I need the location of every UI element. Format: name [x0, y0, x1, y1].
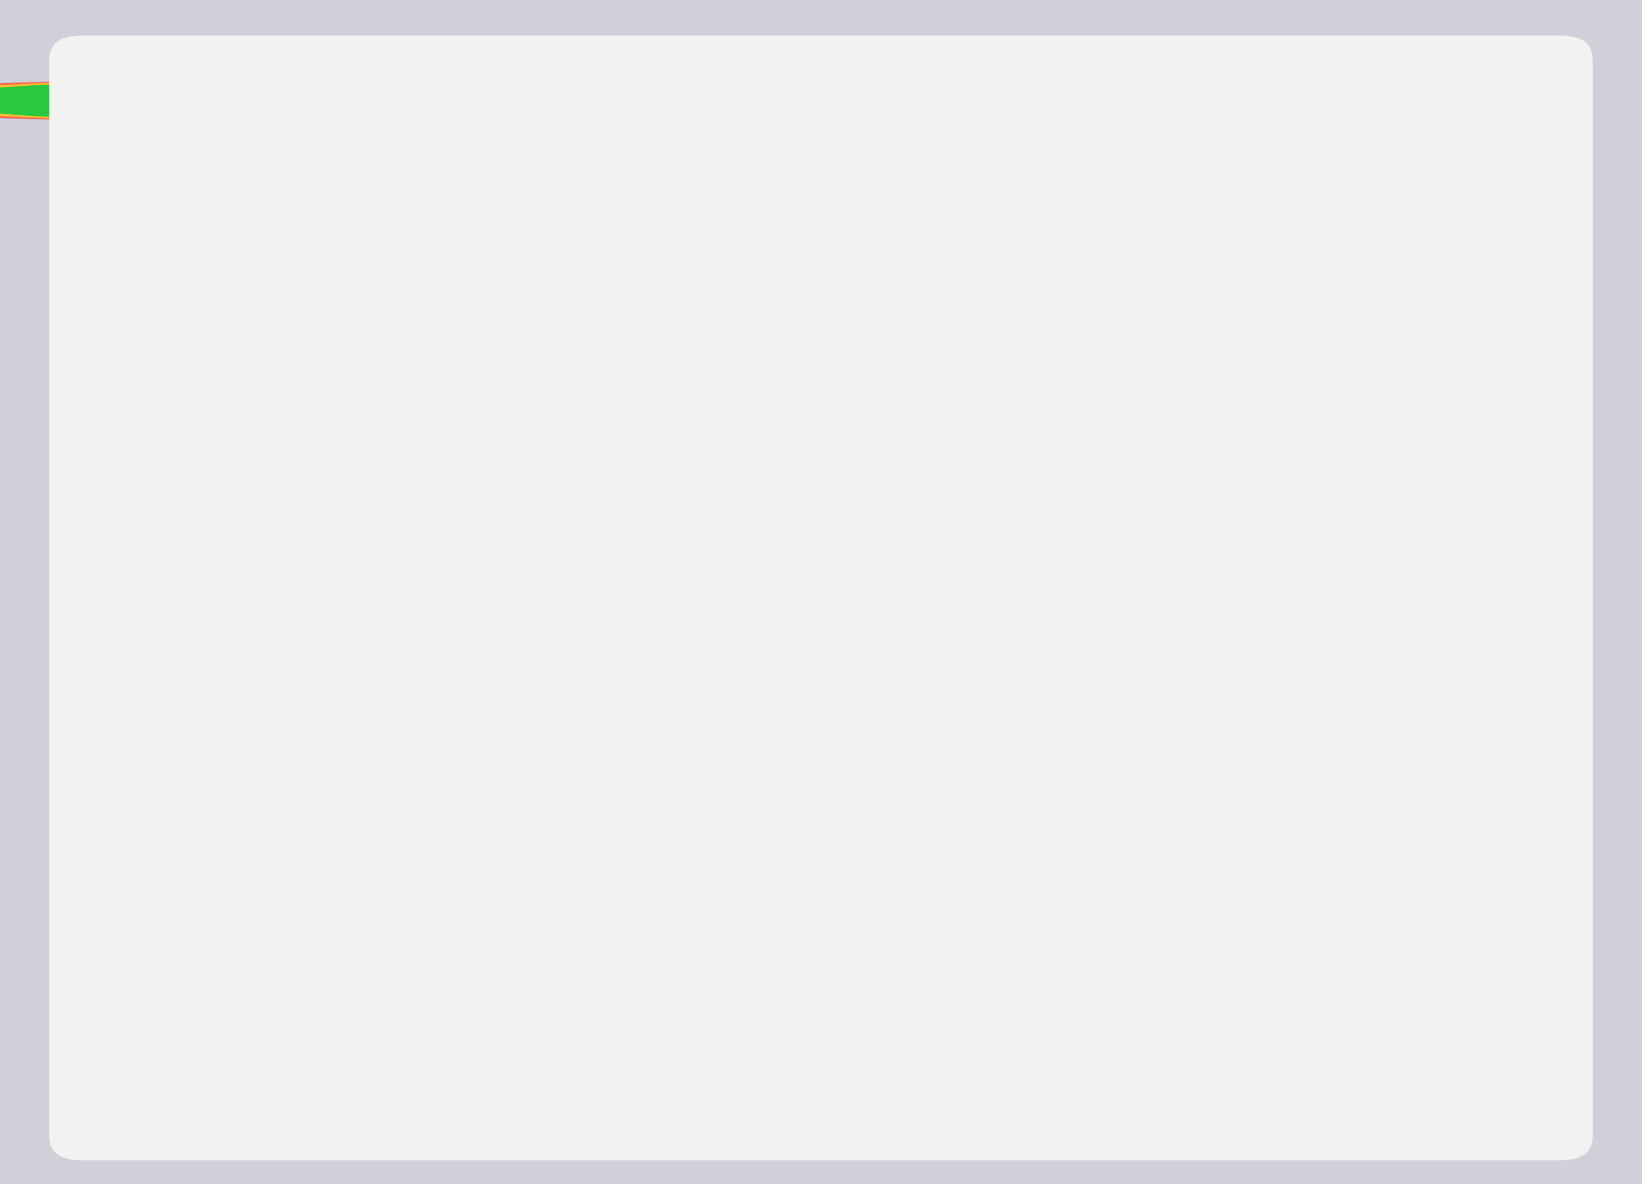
Bar — [1176, 481, 1250, 1038]
Bar — [693, 909, 768, 1038]
Circle shape — [0, 82, 481, 120]
FancyBboxPatch shape — [429, 67, 1213, 134]
Bar — [573, 901, 649, 1038]
Bar — [1415, 540, 1489, 1038]
Circle shape — [0, 82, 406, 120]
Text: blog.jim-nielsen.com/about/: blog.jim-nielsen.com/about/ — [714, 91, 928, 107]
Legend: Posts Per Year, Words Per Year (1,000's): Posts Per Year, Words Per Year (1,000's) — [292, 88, 910, 130]
Bar — [1054, 549, 1130, 1038]
Bar — [814, 798, 888, 1038]
Bar — [934, 721, 1008, 1038]
Bar — [453, 996, 527, 1038]
Bar — [333, 952, 407, 1038]
Bar — [1296, 429, 1369, 1038]
Bar — [212, 1021, 287, 1038]
Circle shape — [0, 82, 443, 120]
